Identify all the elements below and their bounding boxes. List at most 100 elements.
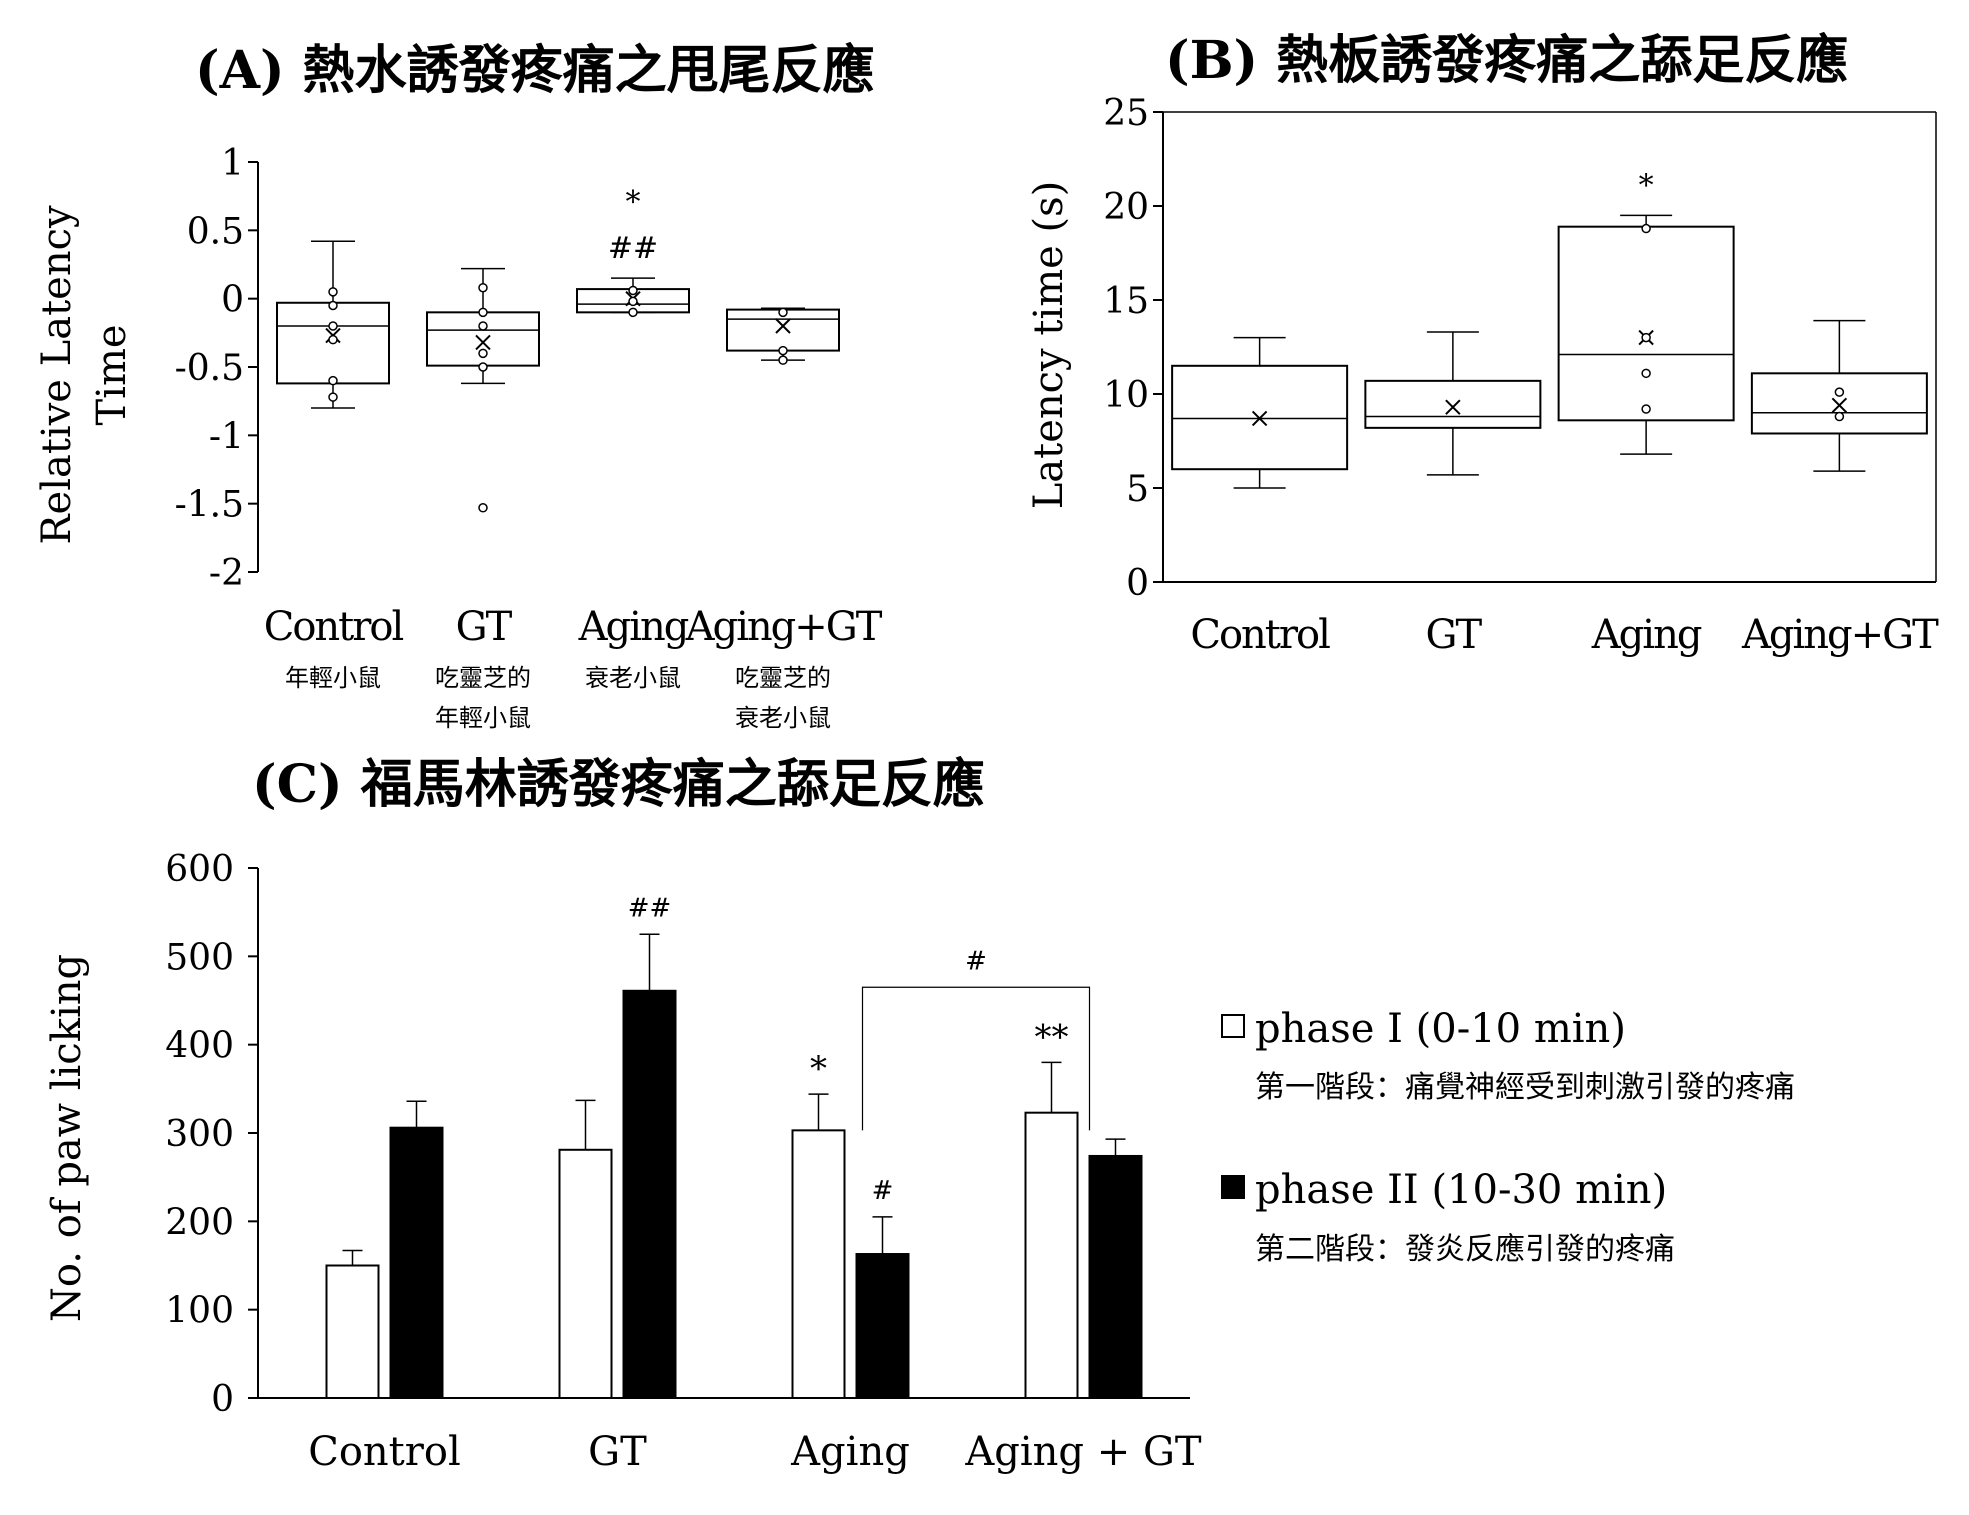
y-tick-label: 500 xyxy=(165,937,234,978)
data-point xyxy=(328,334,338,345)
legend-sublabel-phase2: 第二階段：發炎反應引發的疼痛 xyxy=(1255,1232,1675,1267)
mean-marker xyxy=(1831,397,1848,413)
box-gt xyxy=(426,267,540,513)
data-point xyxy=(478,503,488,513)
category-label: Aging xyxy=(1591,612,1702,658)
box-aging xyxy=(1557,214,1735,455)
mean-marker xyxy=(1251,410,1268,427)
y-tick-label: 0 xyxy=(221,280,244,321)
data-point xyxy=(628,307,638,318)
panel-a: (A) 熱水誘發疼痛之甩尾反應 1 0.5 0 -0.5 -1 -1.5 -2 Control… xyxy=(34,40,885,732)
legend: phase I (0-10 min) 第一階段：痛覺神經受到刺激引發的疼痛 ph… xyxy=(1221,1006,1795,1267)
mean-marker xyxy=(475,334,491,351)
data-point xyxy=(1641,404,1651,414)
panel-c-ylabel: No. of paw licking xyxy=(44,954,90,1322)
legend-swatch-phase2 xyxy=(1221,1175,1245,1199)
bar-phase1-aging-gt xyxy=(1024,1111,1079,1400)
category-label: Control xyxy=(308,1429,461,1475)
bar-phase1-control xyxy=(325,1264,380,1399)
panel-a-ylabel-line2: Time xyxy=(89,324,135,425)
data-point xyxy=(328,287,338,297)
category-label: Control xyxy=(264,604,404,650)
category-label: Control xyxy=(1190,612,1330,658)
y-tick-label: 300 xyxy=(165,1114,234,1155)
y-tick-label: -1.5 xyxy=(175,485,244,526)
data-point xyxy=(478,282,488,293)
legend-label-phase1: phase I (0-10 min) xyxy=(1255,1006,1626,1052)
bar-phase2-gt xyxy=(622,989,677,1399)
category-label: Aging+GT xyxy=(1741,612,1939,658)
significance-bracket xyxy=(861,986,1091,1131)
category-sublabel: 衰老小鼠 xyxy=(585,664,681,692)
y-tick-label: 0.5 xyxy=(187,211,244,252)
bar-phase1-gt xyxy=(558,1148,613,1399)
category-label: GT xyxy=(588,1429,647,1475)
box-control xyxy=(276,240,390,409)
legend-swatch-phase1 xyxy=(1221,1014,1245,1038)
box-aging-gt xyxy=(726,307,840,365)
category-sublabel: 衰老小鼠 xyxy=(735,704,831,732)
panel-b-ylabel: Latency time (s) xyxy=(1026,181,1072,510)
box-control xyxy=(1171,336,1349,489)
y-tick-label: 0 xyxy=(1126,563,1149,604)
y-tick-label: 600 xyxy=(165,849,234,890)
box-aging-gt xyxy=(1750,319,1928,472)
category-label: GT xyxy=(456,604,513,650)
significance-label: * xyxy=(626,185,641,220)
y-tick-label: -1 xyxy=(209,416,244,457)
y-tick-label: 20 xyxy=(1103,187,1149,228)
mean-marker xyxy=(775,318,791,334)
y-tick-label: 10 xyxy=(1103,375,1149,416)
data-point xyxy=(1641,332,1651,343)
data-point xyxy=(478,362,488,372)
data-point xyxy=(1834,387,1845,397)
legend-label-phase2: phase II (10-30 min) xyxy=(1255,1167,1667,1213)
bar-phase1-aging xyxy=(791,1129,846,1399)
significance-label: ## xyxy=(628,893,672,923)
data-point xyxy=(328,375,338,386)
category-sublabel: 年輕小鼠 xyxy=(435,704,531,732)
y-tick-label: 0 xyxy=(211,1379,234,1420)
bar-phase2-aging xyxy=(855,1253,910,1400)
data-point xyxy=(778,307,788,318)
data-point xyxy=(478,348,488,359)
y-tick-label: -0.5 xyxy=(175,348,244,389)
y-tick-label: 200 xyxy=(165,1202,234,1243)
data-point xyxy=(328,392,338,402)
data-point xyxy=(478,321,488,331)
category-sublabel: 吃靈芝的 xyxy=(735,664,831,692)
data-point xyxy=(628,285,638,296)
data-point xyxy=(328,300,338,311)
y-tick-label: 1 xyxy=(221,143,244,184)
category-label: Aging+GT xyxy=(685,604,883,650)
data-point xyxy=(778,345,788,356)
data-point xyxy=(778,355,788,365)
significance-label: * xyxy=(1639,168,1654,203)
bracket-label: # xyxy=(965,946,987,976)
significance-label: ** xyxy=(1035,1017,1069,1057)
y-tick-label: 15 xyxy=(1103,281,1149,322)
significance-label: # xyxy=(872,1176,894,1206)
category-label: Aging xyxy=(790,1429,910,1475)
legend-sublabel-phase1: 第一階段：痛覺神經受到刺激引發的疼痛 xyxy=(1255,1070,1795,1105)
significance-label: ## xyxy=(608,231,658,266)
y-tick-label: 5 xyxy=(1126,469,1149,510)
y-tick-label: 400 xyxy=(165,1026,234,1067)
data-point xyxy=(628,296,638,307)
data-point xyxy=(1834,411,1845,422)
box-iqr xyxy=(1557,225,1735,422)
bar-phase2-control xyxy=(389,1126,444,1399)
panel-a-title: (A) 熱水誘發疼痛之甩尾反應 xyxy=(195,40,875,101)
y-tick-label: 100 xyxy=(165,1291,234,1332)
y-tick-label: 25 xyxy=(1103,93,1149,134)
data-point xyxy=(328,321,338,331)
y-tick-label: -2 xyxy=(209,553,244,594)
panel-b: (B) 熱板誘發疼痛之舔足反應 25 20 15 10 5 0 Control GT Aging… xyxy=(1026,30,1941,658)
category-sublabel: 吃靈芝的 xyxy=(435,664,531,692)
category-sublabel: 年輕小鼠 xyxy=(285,664,381,692)
bar-phase2-aging-gt xyxy=(1088,1154,1143,1400)
box-iqr xyxy=(1364,379,1542,429)
box-iqr xyxy=(1750,372,1928,435)
category-label: Aging xyxy=(578,604,689,650)
